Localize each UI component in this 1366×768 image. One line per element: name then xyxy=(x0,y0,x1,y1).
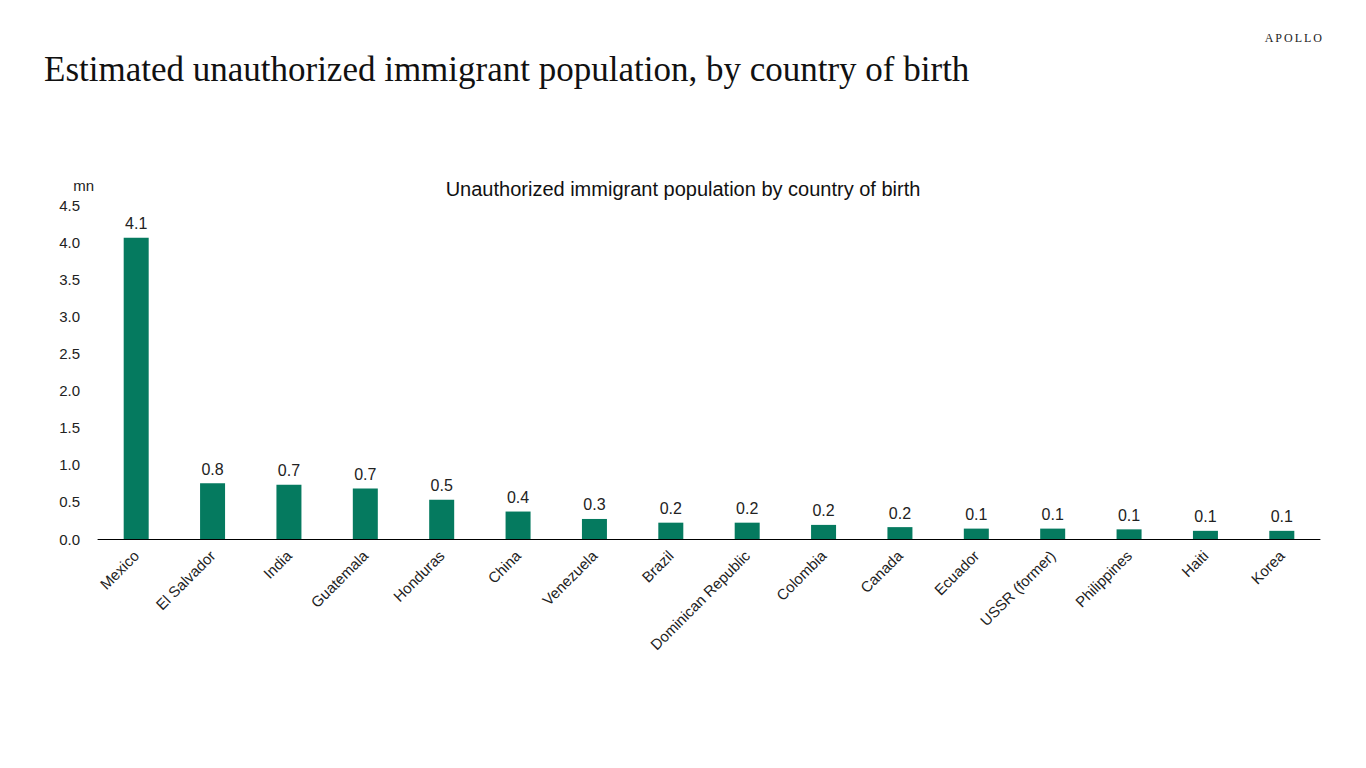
svg-text:0.2: 0.2 xyxy=(889,505,911,522)
svg-text:4.1: 4.1 xyxy=(125,215,147,232)
svg-text:Ecuador: Ecuador xyxy=(931,547,982,598)
svg-text:Mexico: Mexico xyxy=(97,547,143,593)
svg-text:Honduras: Honduras xyxy=(390,547,448,605)
svg-text:Guatemala: Guatemala xyxy=(307,547,371,611)
svg-text:0.1: 0.1 xyxy=(965,506,987,523)
svg-text:1.5: 1.5 xyxy=(59,419,80,436)
svg-text:0.7: 0.7 xyxy=(354,466,376,483)
svg-text:4.0: 4.0 xyxy=(59,234,80,251)
svg-text:3.0: 3.0 xyxy=(59,308,80,325)
svg-text:0.8: 0.8 xyxy=(201,461,223,478)
svg-text:0.7: 0.7 xyxy=(278,462,300,479)
svg-text:3.5: 3.5 xyxy=(59,271,80,288)
svg-text:0.2: 0.2 xyxy=(812,502,834,519)
svg-text:0.3: 0.3 xyxy=(583,496,605,513)
svg-text:0.2: 0.2 xyxy=(660,500,682,517)
svg-text:Dominican Republic: Dominican Republic xyxy=(647,547,754,654)
svg-text:0.2: 0.2 xyxy=(736,500,758,517)
svg-text:El Salvador: El Salvador xyxy=(152,547,218,613)
svg-text:Philippines: Philippines xyxy=(1072,547,1135,610)
svg-text:0.4: 0.4 xyxy=(507,489,529,506)
svg-text:Korea: Korea xyxy=(1248,547,1289,588)
svg-text:Unauthorized immigrant populat: Unauthorized immigrant population by cou… xyxy=(446,178,921,200)
svg-text:0.1: 0.1 xyxy=(1118,507,1140,524)
svg-text:USSR (former): USSR (former) xyxy=(977,547,1059,629)
svg-text:0.0: 0.0 xyxy=(59,531,80,548)
svg-text:India: India xyxy=(260,547,295,582)
svg-text:China: China xyxy=(484,547,524,587)
svg-text:Venezuela: Venezuela xyxy=(539,547,601,609)
svg-text:0.1: 0.1 xyxy=(1271,508,1293,525)
svg-text:2.0: 2.0 xyxy=(59,382,80,399)
html-text:APOLLO: APOLLO xyxy=(1264,31,1324,45)
svg-text:0.1: 0.1 xyxy=(1042,506,1064,523)
html-text:Estimated unauthorized immigra: Estimated unauthorized immigrant populat… xyxy=(44,50,970,89)
svg-text:4.5: 4.5 xyxy=(59,197,80,214)
svg-text:0.5: 0.5 xyxy=(59,493,80,510)
svg-text:Canada: Canada xyxy=(857,547,907,597)
svg-text:0.1: 0.1 xyxy=(1194,508,1216,525)
svg-text:Colombia: Colombia xyxy=(773,547,830,604)
svg-text:2.5: 2.5 xyxy=(59,345,80,362)
svg-text:1.0: 1.0 xyxy=(59,456,80,473)
svg-text:0.5: 0.5 xyxy=(431,477,453,494)
svg-text:Haiti: Haiti xyxy=(1178,547,1211,580)
svg-text:mn: mn xyxy=(73,177,94,194)
svg-text:Brazil: Brazil xyxy=(638,547,677,586)
